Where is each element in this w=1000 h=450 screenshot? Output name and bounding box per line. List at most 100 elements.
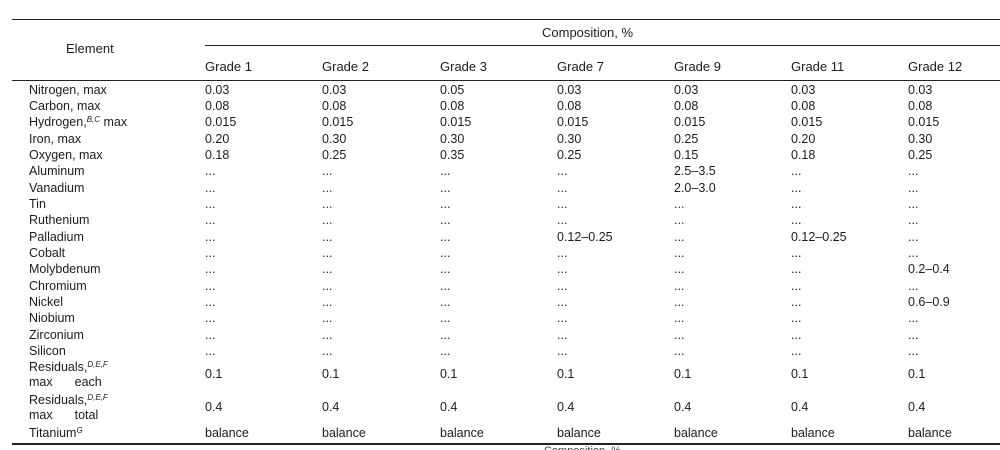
table-cell: ...: [674, 197, 685, 211]
row-label: Carbon, max: [29, 98, 101, 114]
table-cell: ...: [908, 311, 919, 325]
row-label: Chromium: [29, 278, 87, 294]
table-cell: 0.015: [674, 115, 706, 129]
table-cell: ...: [791, 344, 802, 358]
row-label: Iron, max: [29, 131, 81, 147]
table-cell: 0.30: [557, 132, 582, 146]
table-cell: ...: [322, 197, 333, 211]
table-cell: 0.2–0.4: [908, 262, 950, 276]
table-cell: ...: [908, 230, 919, 244]
table-cell: balance: [791, 426, 835, 440]
table-cell: 0.03: [322, 83, 347, 97]
header-bottom-rule: [12, 80, 1000, 81]
table-cell: 0.015: [557, 115, 589, 129]
table-cell: 0.08: [908, 99, 933, 113]
table-cell: 0.20: [791, 132, 816, 146]
table-cell: 0.25: [908, 148, 933, 162]
table-cell: ...: [674, 311, 685, 325]
grade-header: Grade 2: [322, 59, 369, 74]
table-cell: 0.08: [557, 99, 582, 113]
row-label: Residuals,D,E,F: [29, 392, 108, 408]
table-cell: 0.08: [322, 99, 347, 113]
table-cell: ...: [440, 230, 451, 244]
table-cell: ...: [557, 328, 568, 342]
row-label: Palladium: [29, 229, 84, 245]
table-cell: ...: [557, 213, 568, 227]
row-label-continuation: max total: [29, 407, 98, 423]
table-top-rule: [12, 19, 1000, 20]
table-cell: 0.015: [322, 115, 354, 129]
table-cell: ...: [674, 295, 685, 309]
row-label: Hydrogen,B,C max: [29, 114, 127, 130]
table-cell: 0.15: [674, 148, 699, 162]
table-cell: ...: [322, 213, 333, 227]
table-cell: ...: [791, 197, 802, 211]
table-cell: ...: [322, 164, 333, 178]
table-cell: ...: [440, 246, 451, 260]
table-cell: ...: [791, 328, 802, 342]
table-cell: ...: [674, 230, 685, 244]
row-label: Vanadium: [29, 180, 84, 196]
table-cell: 0.015: [440, 115, 472, 129]
table-cell: 0.08: [674, 99, 699, 113]
row-label-text: Nitrogen, max: [29, 83, 107, 97]
row-label: Silicon: [29, 343, 66, 359]
table-cell: ...: [205, 213, 216, 227]
row-label-text: Niobium: [29, 311, 75, 325]
footnote-marker: D,E,F: [87, 393, 108, 402]
table-cell: ...: [440, 213, 451, 227]
table-cell: ...: [908, 328, 919, 342]
table-cell: ...: [205, 344, 216, 358]
table-cell: ...: [440, 197, 451, 211]
element-column-header: Element: [66, 41, 114, 56]
table-cell: balance: [557, 426, 601, 440]
table-cell: ...: [674, 344, 685, 358]
row-label-text: Chromium: [29, 279, 87, 293]
table-cell: ...: [908, 164, 919, 178]
table-cell: ...: [908, 246, 919, 260]
continuation-qualifier: each: [74, 375, 102, 389]
table-cell: 0.08: [440, 99, 465, 113]
row-label-text: Titanium: [29, 426, 77, 440]
table-cell: balance: [205, 426, 249, 440]
table-cell: 0.08: [791, 99, 816, 113]
table-bottom-rule: [12, 443, 1000, 445]
table-cell: 2.5–3.5: [674, 164, 716, 178]
row-label: Residuals,D,E,F: [29, 359, 108, 375]
table-cell: ...: [557, 311, 568, 325]
table-cell: ...: [322, 311, 333, 325]
table-cell: 0.4: [908, 400, 926, 414]
table-cell: 0.4: [322, 400, 340, 414]
table-cell: 0.03: [908, 83, 933, 97]
row-label-text: Cobalt: [29, 246, 66, 260]
table-cell: 0.1: [440, 367, 458, 381]
table-cell: 2.0–3.0: [674, 181, 716, 195]
table-cell: 0.30: [908, 132, 933, 146]
row-label-suffix: max: [100, 115, 128, 129]
table-cell: ...: [791, 295, 802, 309]
row-label: Oxygen, max: [29, 147, 103, 163]
table-cell: 0.6–0.9: [908, 295, 950, 309]
table-cell: ...: [205, 230, 216, 244]
table-cell: ...: [557, 164, 568, 178]
footnote-marker: B,C: [86, 115, 101, 124]
row-label-text: Palladium: [29, 230, 84, 244]
table-cell: 0.015: [205, 115, 237, 129]
table-cell: ...: [440, 295, 451, 309]
table-cell: 0.30: [440, 132, 465, 146]
table-cell: 0.03: [205, 83, 230, 97]
table-cell: ...: [440, 328, 451, 342]
table-cell: ...: [440, 181, 451, 195]
table-cell: ...: [205, 295, 216, 309]
continuation-qualifier: total: [74, 408, 99, 422]
row-label: Zirconium: [29, 327, 84, 343]
table-cell: ...: [674, 328, 685, 342]
table-cell: ...: [322, 295, 333, 309]
table-cell: ...: [440, 344, 451, 358]
table-cell: ...: [791, 246, 802, 260]
row-label: Nitrogen, max: [29, 82, 107, 98]
row-label-text: Nickel: [29, 295, 64, 309]
table-cell: ...: [674, 213, 685, 227]
table-cell: ...: [674, 262, 685, 276]
table-cell: balance: [322, 426, 366, 440]
